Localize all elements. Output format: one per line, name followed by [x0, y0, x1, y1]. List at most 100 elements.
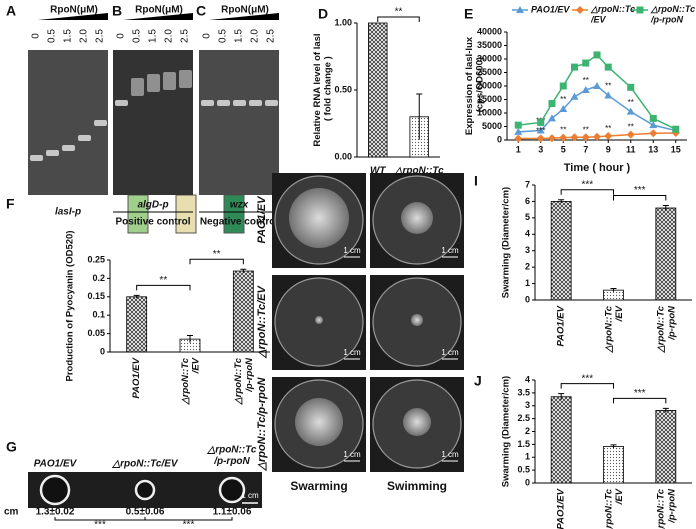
marker [626, 107, 635, 115]
scale-label: 1 cm [441, 348, 459, 357]
y-tick-label: 15000 [477, 94, 502, 104]
x-tick-label: 13 [648, 144, 658, 154]
lane-label: 0.5 [218, 29, 229, 43]
x-tick-label: 5 [561, 144, 566, 154]
x-tick-label: 3 [538, 144, 543, 154]
text-line: △rpoN::Tc [233, 357, 244, 405]
gel-caption: algD-p [137, 200, 168, 211]
lane-label: 0.5 [132, 29, 143, 43]
text-line: /p-rpoN [666, 488, 677, 524]
row-label: △rpoN::Tc/p-rpoN [256, 376, 268, 471]
marker [537, 118, 545, 126]
text-line: △rpoN::Tc [603, 305, 614, 353]
marker [536, 126, 545, 134]
y-tick-label: 40000 [477, 26, 502, 36]
lane-label: 0 [116, 33, 127, 39]
y-tick-label: 0.5 [517, 465, 530, 475]
gel-band [217, 100, 230, 106]
concentration-wedge [38, 13, 108, 20]
gel-header: RpoN(μM) [50, 5, 98, 16]
colony [401, 202, 433, 234]
sig-bracket [560, 189, 614, 195]
y-tick-label: 0.15 [87, 291, 105, 301]
y-tick-label: 2 [525, 262, 530, 272]
strain-label: △rpoN::Tc/EV [111, 459, 178, 470]
x-tick-label: △rpoN::Tc/p-rpoN [655, 488, 677, 529]
text-line: (cps/OD600) [474, 57, 485, 115]
marker [581, 86, 590, 94]
panel-label: A [6, 3, 16, 19]
marker [514, 134, 523, 143]
x-tick-label: PAO1/EV [556, 305, 567, 346]
error-bar [240, 268, 247, 273]
x-tick-label: 7 [583, 144, 588, 154]
sig-label: ** [560, 95, 566, 104]
error-bar [610, 288, 617, 292]
bar [655, 409, 677, 484]
marker [593, 51, 601, 59]
y-tick-label: 5 [525, 212, 530, 222]
marker [571, 63, 578, 71]
sig-label: *** [581, 373, 593, 384]
marker [570, 133, 579, 142]
y-tick-label: 1.5 [517, 439, 530, 449]
colony [403, 408, 431, 436]
scale-label: 1 cm [343, 348, 361, 357]
marker [649, 114, 657, 122]
diameter: 1.3±0.02 [36, 507, 75, 518]
marker [627, 83, 635, 91]
legend-label: △rpoN::Tc/p-rpoN [650, 4, 695, 24]
sig-bracket [377, 16, 420, 22]
colony [315, 316, 323, 324]
y-tick-label: 0.25 [87, 254, 105, 264]
marker [593, 82, 601, 89]
gel-image [199, 50, 279, 195]
y-tick-label: 4 [525, 229, 530, 239]
marker [604, 131, 613, 140]
text-line: /p-rpoN [666, 305, 677, 341]
y-tick-label: 25000 [477, 67, 502, 77]
text-line: ( fold change ) [322, 56, 333, 124]
gel-band [30, 155, 43, 161]
lane-label: 1.5 [234, 29, 245, 43]
column-label: Swarming [290, 479, 347, 493]
marker [604, 63, 612, 71]
diameter: 1.1±0.06 [213, 507, 252, 518]
lane-label: 2.5 [180, 29, 191, 43]
text-line: Expression of lasI-lux [463, 36, 474, 135]
marker [604, 91, 613, 99]
marker [548, 134, 556, 143]
y-tick-label: 0.1 [92, 310, 105, 320]
error-bar [558, 199, 565, 204]
sig-bracket [136, 284, 191, 291]
y-tick-label: 3 [525, 400, 530, 410]
y-tick-label: 3.5 [517, 387, 530, 397]
sig-label: ** [605, 82, 611, 91]
gel-caption: lasI-p [55, 207, 81, 218]
gel-band [179, 70, 192, 88]
text-line: △rpoN::Tc [650, 4, 695, 14]
gel-band [233, 100, 246, 106]
gel-band [265, 100, 278, 106]
gel-band [163, 72, 176, 90]
y-tick-label: 0.2 [92, 273, 105, 283]
colony-halo [39, 474, 71, 506]
colony [289, 188, 349, 248]
marker [582, 59, 590, 67]
bar [603, 446, 624, 484]
bar [126, 296, 148, 353]
y-tick-label: 30000 [477, 53, 502, 63]
x-tick-label: 15 [671, 144, 681, 154]
x-tick-label: △rpoN::Tc/EV [603, 305, 625, 353]
scale-label: 1 cm [441, 246, 459, 255]
y-tick-label: 0.50 [334, 84, 352, 94]
scale-label: 1 cm [241, 491, 259, 500]
gel-band [62, 145, 75, 151]
colony [411, 314, 423, 326]
bar [550, 201, 572, 301]
y-tick-label: 0 [497, 134, 502, 144]
marker [672, 125, 680, 133]
bar [232, 270, 254, 353]
scale-label: 1 cm [343, 246, 361, 255]
